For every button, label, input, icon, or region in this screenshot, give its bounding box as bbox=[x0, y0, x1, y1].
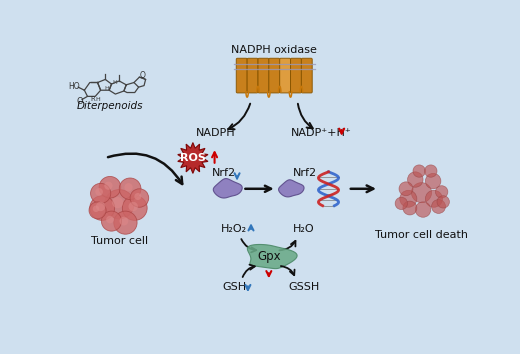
Polygon shape bbox=[248, 245, 297, 269]
FancyBboxPatch shape bbox=[302, 58, 312, 93]
Polygon shape bbox=[213, 178, 242, 198]
Circle shape bbox=[119, 178, 141, 200]
Text: H₂O: H₂O bbox=[293, 224, 315, 234]
Text: Nrf2: Nrf2 bbox=[212, 169, 236, 178]
Text: NADPH: NADPH bbox=[197, 129, 236, 138]
FancyBboxPatch shape bbox=[280, 58, 291, 93]
Circle shape bbox=[399, 182, 413, 196]
Text: Diterpenoids: Diterpenoids bbox=[77, 101, 143, 110]
Text: H₂O₂: H₂O₂ bbox=[221, 224, 247, 234]
Text: O: O bbox=[76, 97, 83, 106]
Circle shape bbox=[395, 197, 408, 210]
Circle shape bbox=[96, 202, 106, 211]
Circle shape bbox=[89, 202, 106, 219]
Circle shape bbox=[403, 201, 417, 215]
Text: GSSH: GSSH bbox=[288, 282, 319, 292]
Text: Tumor cell death: Tumor cell death bbox=[375, 230, 468, 240]
Circle shape bbox=[425, 190, 443, 207]
Circle shape bbox=[105, 189, 134, 219]
Circle shape bbox=[112, 197, 123, 208]
Circle shape bbox=[130, 189, 149, 207]
Circle shape bbox=[425, 173, 441, 189]
Circle shape bbox=[134, 193, 141, 200]
Text: HO: HO bbox=[69, 82, 80, 91]
Text: NADP⁺+H⁺: NADP⁺+H⁺ bbox=[290, 129, 351, 138]
Text: H: H bbox=[95, 97, 100, 102]
Text: Nrf2: Nrf2 bbox=[293, 169, 317, 178]
Polygon shape bbox=[279, 180, 304, 197]
Text: H: H bbox=[105, 86, 109, 91]
Text: ROS: ROS bbox=[180, 153, 206, 163]
Polygon shape bbox=[178, 143, 208, 173]
Text: Tumor cell: Tumor cell bbox=[90, 236, 148, 246]
Circle shape bbox=[400, 190, 417, 207]
Text: GSH: GSH bbox=[222, 282, 246, 292]
Circle shape bbox=[411, 183, 432, 202]
Circle shape bbox=[90, 183, 111, 204]
Circle shape bbox=[122, 196, 147, 220]
Text: NADPH oxidase: NADPH oxidase bbox=[231, 45, 317, 55]
Circle shape bbox=[95, 188, 103, 196]
Circle shape bbox=[99, 176, 121, 198]
Circle shape bbox=[101, 211, 122, 231]
Circle shape bbox=[432, 200, 446, 213]
FancyBboxPatch shape bbox=[247, 58, 258, 93]
Text: H: H bbox=[112, 80, 117, 85]
FancyBboxPatch shape bbox=[258, 58, 269, 93]
Circle shape bbox=[124, 183, 133, 191]
FancyBboxPatch shape bbox=[236, 58, 247, 93]
Circle shape bbox=[408, 172, 423, 187]
Circle shape bbox=[415, 202, 431, 217]
Circle shape bbox=[90, 196, 114, 220]
FancyBboxPatch shape bbox=[269, 58, 280, 93]
Circle shape bbox=[413, 165, 425, 177]
Circle shape bbox=[435, 186, 448, 198]
Text: Gpx: Gpx bbox=[257, 250, 281, 263]
Circle shape bbox=[105, 182, 112, 190]
Circle shape bbox=[128, 202, 138, 211]
Circle shape bbox=[425, 165, 437, 177]
Circle shape bbox=[106, 216, 114, 223]
Circle shape bbox=[114, 211, 137, 234]
Text: R: R bbox=[90, 96, 95, 102]
Text: O: O bbox=[139, 71, 146, 80]
Circle shape bbox=[120, 217, 128, 225]
Circle shape bbox=[437, 196, 449, 208]
FancyBboxPatch shape bbox=[291, 58, 302, 93]
Circle shape bbox=[93, 206, 99, 212]
